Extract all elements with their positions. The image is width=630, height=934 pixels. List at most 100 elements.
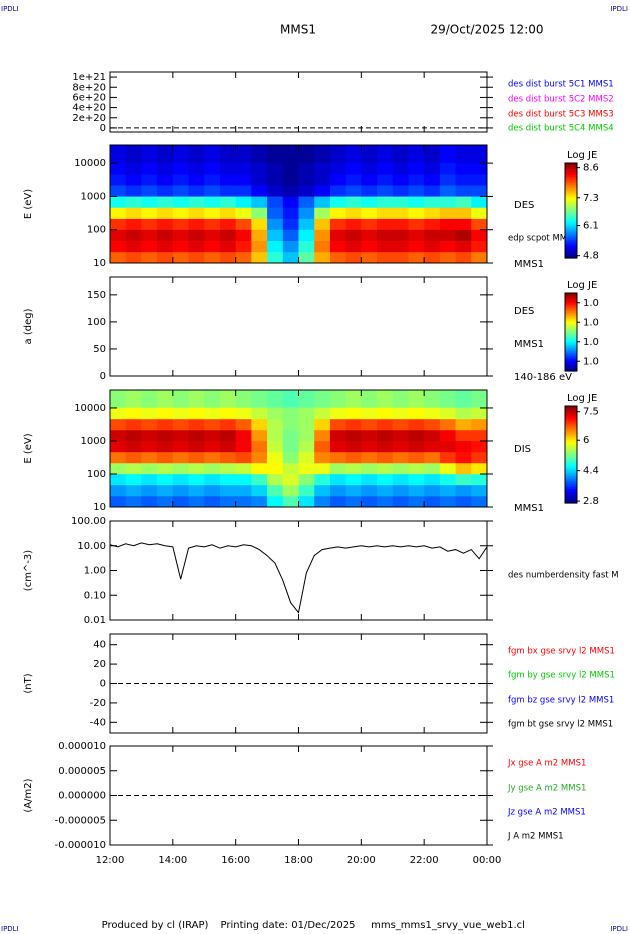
heatmap-cell bbox=[392, 418, 409, 431]
colorbar-strip bbox=[565, 314, 577, 317]
heatmap-cell bbox=[455, 390, 472, 408]
y-tick-label: 1000 bbox=[81, 436, 106, 447]
heatmap-cell bbox=[392, 429, 409, 442]
heatmap-cell bbox=[439, 240, 457, 253]
heatmap-cell bbox=[314, 440, 331, 453]
heatmap-cell bbox=[172, 218, 190, 230]
heatmap-cell bbox=[408, 451, 425, 464]
heatmap-cell bbox=[298, 240, 315, 253]
y-tick-label: 8e+20 bbox=[72, 82, 106, 93]
corner-label: IPDLI bbox=[610, 5, 628, 13]
colorbar-strip bbox=[565, 464, 577, 468]
heatmap-cell bbox=[314, 196, 331, 208]
legend-entry: Jz gse A m2 MMS1 bbox=[507, 808, 586, 818]
chart-title: MMS1 bbox=[280, 23, 316, 37]
heatmap-cell bbox=[424, 484, 441, 497]
heatmap-cell bbox=[204, 495, 221, 508]
colorbar-tick-label: 4.8 bbox=[583, 251, 599, 262]
heatmap-cell bbox=[282, 407, 299, 420]
colorbar-strip bbox=[565, 354, 577, 357]
colorbar-strip bbox=[565, 293, 577, 296]
heatmap-cell bbox=[471, 251, 488, 264]
heatmap-cell bbox=[125, 473, 142, 486]
heatmap-cell bbox=[282, 451, 299, 464]
heatmap-cell bbox=[424, 196, 441, 208]
heatmap-cell bbox=[141, 240, 158, 253]
heatmap-cell bbox=[439, 207, 457, 219]
heatmap-cell bbox=[329, 229, 347, 242]
colorbar-strip bbox=[565, 238, 577, 241]
colorbar-frame bbox=[564, 405, 578, 504]
heatmap-cell bbox=[424, 462, 441, 475]
heatmap-cell bbox=[188, 162, 205, 175]
heatmap-cell bbox=[172, 229, 190, 242]
heatmap-cell bbox=[471, 173, 488, 186]
colorbar-strip bbox=[565, 216, 577, 220]
footer: Printing date: 01/Dec/2025 bbox=[220, 920, 355, 931]
heatmap-cell bbox=[188, 462, 205, 475]
y-axis-label: (cm^-3) bbox=[23, 550, 34, 591]
heatmap-cell bbox=[125, 484, 142, 497]
heatmap-cell bbox=[345, 418, 362, 431]
heatmap-cell bbox=[204, 429, 221, 442]
heatmap-cell bbox=[439, 407, 457, 420]
colorbar-strip bbox=[565, 302, 577, 305]
colorbar-strip bbox=[565, 358, 577, 361]
heatmap-cell bbox=[377, 484, 394, 497]
heatmap-cell bbox=[314, 162, 331, 175]
heatmap-cell bbox=[345, 484, 362, 497]
heatmap-cell bbox=[408, 407, 425, 420]
heatmap-cell bbox=[251, 251, 268, 264]
heatmap-cell bbox=[377, 229, 394, 242]
heatmap-cell bbox=[361, 251, 378, 264]
colorbar-tick-label: 6 bbox=[583, 435, 589, 446]
heatmap-cell bbox=[219, 240, 237, 253]
panel-frame bbox=[109, 276, 488, 377]
heatmap-cell bbox=[439, 462, 457, 475]
heatmap-cell bbox=[157, 429, 174, 442]
heatmap-cell bbox=[235, 462, 252, 475]
heatmap-cell bbox=[439, 473, 457, 486]
y-tick-label: 0.000005 bbox=[58, 766, 106, 777]
heatmap-cell bbox=[141, 451, 158, 464]
heatmap-cell bbox=[172, 240, 190, 253]
y-tick-label: 1000 bbox=[81, 191, 106, 202]
heatmap-cell bbox=[424, 145, 441, 163]
heatmap-cell bbox=[408, 218, 425, 230]
heatmap-cell bbox=[408, 429, 425, 442]
heatmap-cell bbox=[267, 229, 284, 242]
heatmap-cell bbox=[329, 196, 347, 208]
heatmap-cell bbox=[141, 185, 158, 197]
heatmap-cell bbox=[314, 390, 331, 408]
heatmap-cell bbox=[219, 418, 237, 431]
heatmap-cell bbox=[361, 196, 378, 208]
heatmap-cell bbox=[172, 418, 190, 431]
heatmap-cell bbox=[424, 451, 441, 464]
heatmap-cell bbox=[424, 185, 441, 197]
heatmap-cell bbox=[188, 484, 205, 497]
heatmap-cell bbox=[361, 484, 378, 497]
heatmap-cell bbox=[219, 440, 237, 453]
y-tick-label: 0.01 bbox=[84, 615, 106, 626]
colorbar-strip bbox=[565, 480, 577, 484]
heatmap-cell bbox=[392, 196, 409, 208]
colorbar-strip bbox=[565, 426, 577, 429]
colorbar-strip bbox=[565, 468, 577, 472]
colorbar-strip bbox=[565, 248, 577, 251]
colorbar-strip bbox=[565, 428, 577, 431]
heatmap-cell bbox=[219, 218, 237, 230]
legend-entry: J A m2 MMS1 bbox=[507, 832, 564, 842]
legend-entry: des numberdensity fast M bbox=[508, 571, 619, 581]
colorbar-strip bbox=[565, 317, 577, 320]
colorbar-title: Log JE bbox=[567, 280, 597, 291]
heatmap-cell bbox=[439, 185, 457, 197]
colorbar-strip bbox=[565, 330, 577, 333]
heatmap-cell bbox=[251, 462, 268, 475]
heatmap-cell bbox=[157, 495, 174, 508]
heatmap-cell bbox=[314, 418, 331, 431]
y-axis-label: (A/m2) bbox=[23, 778, 34, 812]
colorbar-strip bbox=[565, 444, 577, 448]
heatmap-cell bbox=[125, 429, 142, 442]
heatmap-cell bbox=[267, 407, 284, 420]
heatmap-cell bbox=[110, 162, 127, 175]
